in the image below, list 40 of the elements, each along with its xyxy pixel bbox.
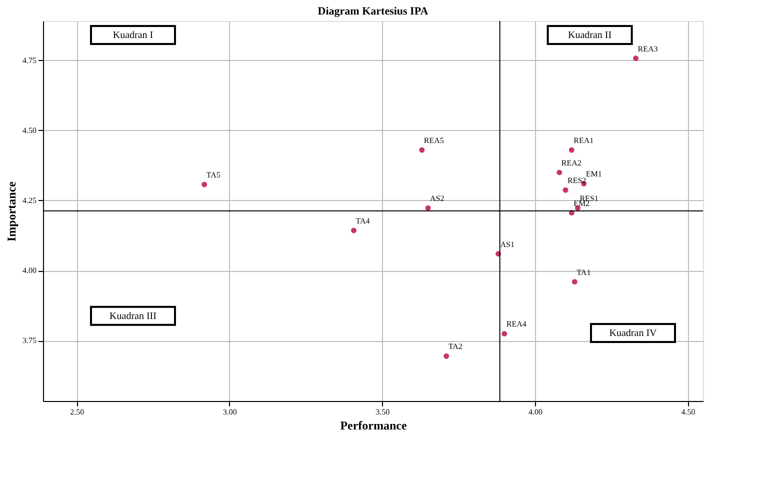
annotation: REA4 (506, 320, 526, 329)
annotation: TA4 (356, 216, 370, 226)
point (351, 228, 356, 234)
x-axis-title: Performance (340, 418, 408, 432)
annotation: REA3 (638, 44, 658, 54)
point (444, 353, 450, 359)
chart-title: Diagram Kartesius IPA (318, 6, 428, 18)
annotation: AS2 (430, 194, 444, 204)
point (502, 330, 508, 336)
annotation: REA5 (424, 136, 444, 146)
annotation: RES2 (568, 176, 586, 186)
y-tick-label: 4.25 (22, 196, 36, 205)
x-tick-label: 4.50 (681, 408, 696, 416)
point (562, 187, 568, 193)
point (568, 147, 574, 153)
annotation: TA2 (448, 342, 462, 352)
y-tick-label: 3.75 (22, 336, 36, 346)
x-tick-label: 4.00 (528, 408, 542, 416)
annotation: EM1 (586, 170, 602, 179)
annotation: Kuadran II (568, 30, 612, 41)
point (572, 279, 578, 285)
y-tick-label: 4.50 (22, 126, 36, 135)
annotation: REA1 (574, 136, 594, 146)
annotation: Kuadran I (112, 30, 154, 41)
annotation: Kuadran III (110, 310, 156, 322)
annotation: TA5 (206, 170, 220, 180)
y-axis-title: Importance (4, 180, 18, 242)
y-tick-label: 4.75 (22, 56, 36, 65)
x-tick-label: 3.00 (222, 408, 237, 416)
annotation: Kuadran IV (609, 328, 658, 339)
point (633, 56, 639, 62)
point (556, 170, 562, 176)
x-tick-label: 2.50 (70, 408, 84, 416)
y-tick-label: 4.00 (22, 266, 36, 276)
point (202, 182, 208, 188)
annotation: REA2 (561, 158, 582, 168)
x-tick-label: 3.50 (376, 408, 390, 416)
annotation: TA1 (576, 268, 591, 277)
point (425, 205, 431, 211)
point (419, 147, 425, 153)
